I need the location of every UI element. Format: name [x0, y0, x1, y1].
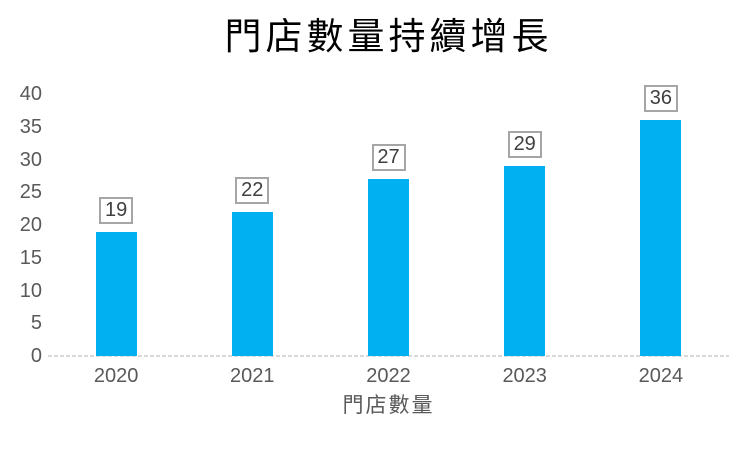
y-axis-tick-label: 35	[19, 115, 42, 138]
x-axis-tick-label: 2023	[502, 365, 547, 387]
x-axis-tick-label: 2022	[366, 365, 411, 387]
y-axis-tick-label: 30	[19, 148, 42, 171]
bar-2022	[368, 179, 409, 356]
x-axis-line	[48, 355, 729, 357]
bar-2024	[640, 120, 682, 356]
chart-title: 門店數量持續增長	[224, 16, 553, 57]
y-axis-tick-label: 20	[19, 214, 42, 236]
data-label-2020: 19	[99, 196, 134, 224]
x-axis-tick-label: 2024	[638, 365, 684, 387]
y-axis-tick-label: 5	[30, 312, 42, 335]
data-label-2021: 22	[235, 176, 270, 204]
x-axis-tick-label: 2020	[93, 365, 139, 387]
data-label-2023: 29	[507, 131, 542, 159]
bar-2021	[231, 211, 273, 356]
y-axis-tick-label: 10	[19, 279, 42, 302]
bar-2023	[504, 166, 546, 356]
y-axis-tick-label: 40	[19, 83, 42, 105]
y-axis-tick-label: 25	[19, 181, 42, 204]
y-axis-tick-label: 15	[19, 246, 42, 269]
data-label-2024: 36	[643, 85, 678, 113]
bar-2020	[95, 231, 137, 356]
data-label-2022: 27	[371, 144, 406, 172]
x-axis-tick-label: 2021	[230, 365, 275, 387]
y-axis-tick-label: 0	[30, 345, 42, 367]
x-axis-title: 門店數量	[342, 394, 435, 417]
